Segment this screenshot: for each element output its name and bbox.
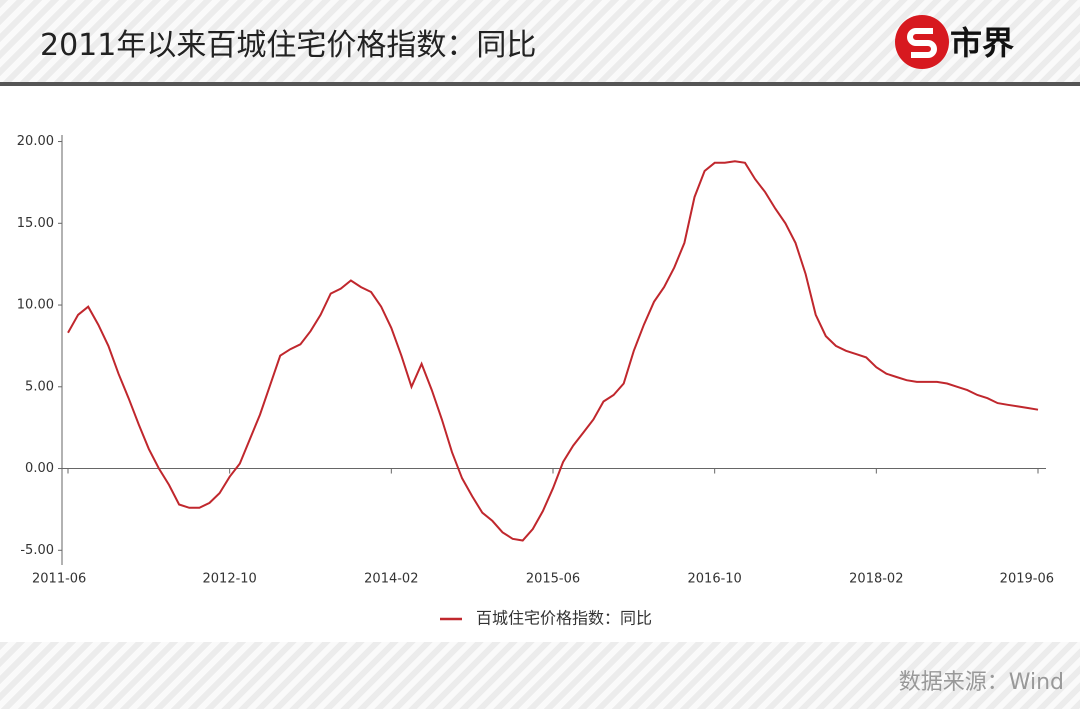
y-tick-label: 10.00 xyxy=(17,298,54,313)
footer-band xyxy=(0,642,1080,709)
x-tick-label: 2015-06 xyxy=(526,572,580,587)
y-tick-label: 0.00 xyxy=(25,461,54,476)
line-series xyxy=(67,160,1039,542)
y-tick-label: 5.00 xyxy=(25,379,54,394)
y-tick-label: 15.00 xyxy=(17,216,54,231)
x-tick-label: 2016-10 xyxy=(688,572,742,587)
source-note: 数据来源：Wind xyxy=(898,670,1064,695)
x-tick-label: 2014-02 xyxy=(364,572,418,587)
x-tick-label: 2012-10 xyxy=(203,572,257,587)
chart: -5.00 0.00 5.00 10.00 15.00 20.00 2011-06 2012-… xyxy=(17,134,1054,628)
x-tick-label: 2018-02 xyxy=(849,572,903,587)
header-title: 2011年以来百城住宅价格指数：同比 xyxy=(40,28,537,63)
x-tick-label: 2019-06 xyxy=(1000,572,1054,587)
logo-text: 市界 xyxy=(950,24,1015,62)
y-tick-label: 20.00 xyxy=(17,134,54,149)
x-tick-label: 2011-06 xyxy=(32,572,86,587)
logo-icon xyxy=(895,15,949,69)
y-tick-label: -5.00 xyxy=(20,543,54,558)
legend-label: 百城住宅价格指数：同比 xyxy=(476,609,652,628)
